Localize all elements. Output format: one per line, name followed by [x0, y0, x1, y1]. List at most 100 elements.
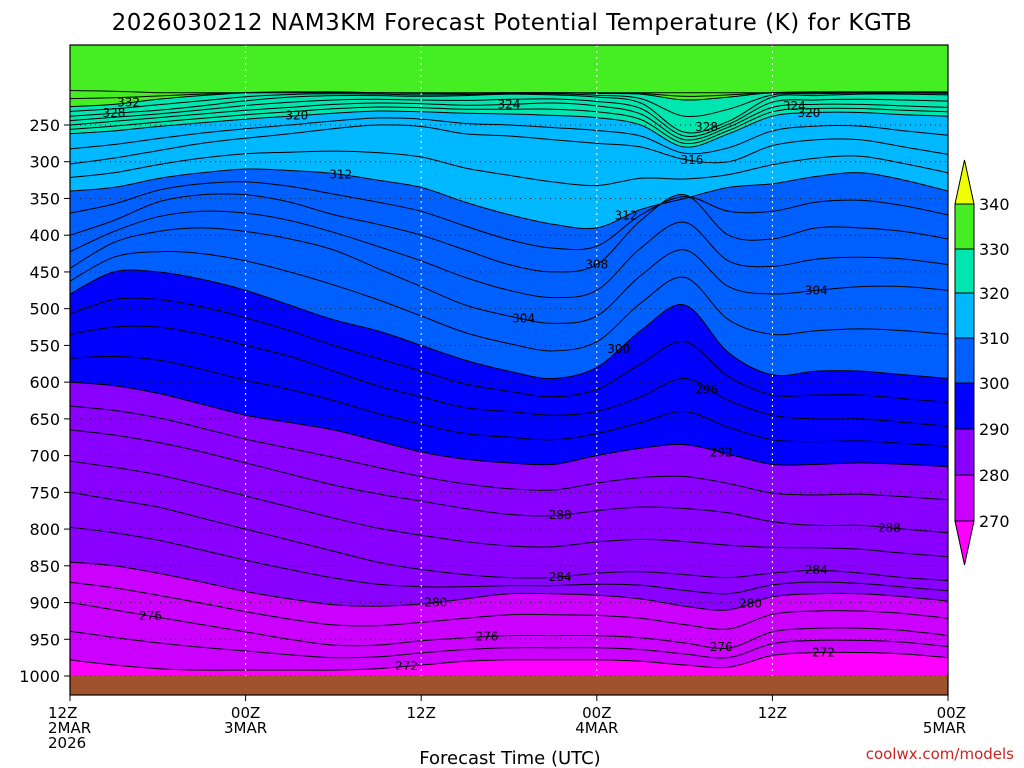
svg-text:300: 300: [607, 342, 630, 356]
contour-label-272: 272: [395, 659, 418, 673]
isentrope-282: [70, 526, 948, 595]
colorbar-lower-extend: [954, 520, 975, 566]
svg-text:316: 316: [680, 153, 703, 167]
svg-text:284: 284: [549, 570, 572, 584]
svg-text:308: 308: [585, 258, 608, 272]
y-tick-label: 650: [29, 410, 60, 429]
svg-text:304: 304: [805, 283, 828, 297]
svg-text:284: 284: [805, 563, 828, 577]
contour-label-304: 304: [512, 311, 535, 325]
isentrope-320: [70, 110, 948, 148]
isentrope-288: [70, 429, 948, 534]
contour-label-292: 292: [710, 446, 733, 460]
isentrope-292: [70, 381, 948, 468]
colorbar-upper-extend: [954, 159, 975, 205]
colorbar: 270 280 290 300 310 320 330 340: [954, 159, 1010, 566]
isentrope-274: [70, 630, 948, 659]
x-tick-label: 2026: [48, 734, 86, 752]
contour-label-320: 320: [285, 109, 308, 123]
colorbar-label: 340: [979, 195, 1010, 214]
y-tick-label: 800: [29, 520, 60, 539]
contour-label-332: 332: [117, 96, 140, 110]
colorbar-swatch-280: [954, 428, 975, 476]
colorbar-label: 310: [979, 329, 1010, 348]
svg-text:296: 296: [695, 382, 718, 396]
y-axis: 250 300 350 400 450 500 550 600 650 700 750 800 850 9…: [19, 116, 70, 686]
x-tick-label: 12Z: [48, 704, 77, 722]
isentrope-294: [70, 355, 948, 447]
svg-text:276: 276: [710, 640, 733, 654]
x-tick-label: 2MAR: [48, 719, 91, 737]
y-tick-label: 900: [29, 594, 60, 613]
y-tick-label: 750: [29, 483, 60, 502]
y-tick-label: 500: [29, 300, 60, 319]
isentrope-308: [70, 193, 948, 273]
contour-label-284: 284: [805, 563, 828, 577]
credit-text: coolwx.com/models: [866, 745, 1014, 763]
isentrope-312: [70, 168, 948, 230]
colorbar-swatch-300: [954, 337, 975, 384]
colorbar-swatch-330: [954, 203, 975, 250]
isentrope-298: [70, 297, 948, 403]
isentrope-280: [70, 561, 948, 611]
isentrope-302: [70, 251, 948, 352]
contour-label-288: 288: [549, 508, 572, 522]
y-tick-label: 1000: [19, 667, 60, 686]
colorbar-label: 320: [979, 284, 1010, 303]
x-axis-label: Forecast Time (UTC): [419, 748, 600, 768]
colorbar-label: 330: [979, 240, 1010, 259]
y-tick-label: 300: [29, 153, 60, 172]
isentrope-324: [70, 102, 948, 141]
contour-label-300: 300: [607, 342, 630, 356]
contour-label-288: 288: [878, 521, 901, 535]
isentrope-306: [70, 210, 948, 299]
colorbar-swatch-320: [954, 248, 975, 294]
svg-text:272: 272: [395, 659, 418, 673]
x-tick-label: 12Z: [758, 704, 787, 722]
contour-label-276: 276: [710, 640, 733, 654]
isentrope-336: [70, 90, 948, 94]
contour-label-276: 276: [476, 630, 499, 644]
colorbar-label: 300: [979, 374, 1010, 393]
svg-text:312: 312: [615, 209, 638, 223]
isentrope-276: [70, 602, 948, 649]
contour-label-276: 276: [139, 609, 162, 623]
isentrope-328: [70, 93, 948, 134]
isentrope-300: [70, 269, 948, 380]
svg-text:324: 324: [498, 97, 521, 111]
colorbar-label: 280: [979, 466, 1010, 485]
svg-text:320: 320: [798, 106, 821, 120]
y-tick-label: 400: [29, 226, 60, 245]
y-tick-label: 550: [29, 336, 60, 355]
svg-text:288: 288: [878, 521, 901, 535]
svg-text:304: 304: [512, 311, 535, 325]
colorbar-swatch-310: [954, 292, 975, 339]
contour-label-284: 284: [549, 570, 572, 584]
svg-text:324: 324: [783, 99, 806, 113]
isentrope-290: [70, 405, 948, 501]
colorbar-label: 270: [979, 512, 1010, 531]
isentrope-296: [70, 325, 948, 427]
svg-text:328: 328: [695, 120, 718, 134]
x-tick-label: 12Z: [407, 704, 436, 722]
svg-text:276: 276: [139, 609, 162, 623]
svg-text:276: 276: [476, 630, 499, 644]
x-tick-label: 00Z: [937, 704, 966, 722]
svg-text:312: 312: [329, 168, 352, 182]
x-tick-label: 4MAR: [575, 719, 618, 737]
x-tick-label: 00Z: [582, 704, 611, 722]
svg-text:280: 280: [739, 596, 762, 610]
contour-label-324: 324: [498, 97, 521, 111]
chart-title: 2026030212 NAM3KM Forecast Potential Tem…: [112, 10, 913, 36]
svg-text:288: 288: [549, 508, 572, 522]
contour-label-280: 280: [424, 595, 447, 609]
y-tick-label: 450: [29, 263, 60, 282]
contour-label-316: 316: [680, 153, 703, 167]
grid-lines: [70, 45, 948, 695]
colorbar-swatch-270: [954, 474, 975, 522]
plot-frame: [69, 44, 949, 696]
x-tick-label: 3MAR: [224, 719, 267, 737]
